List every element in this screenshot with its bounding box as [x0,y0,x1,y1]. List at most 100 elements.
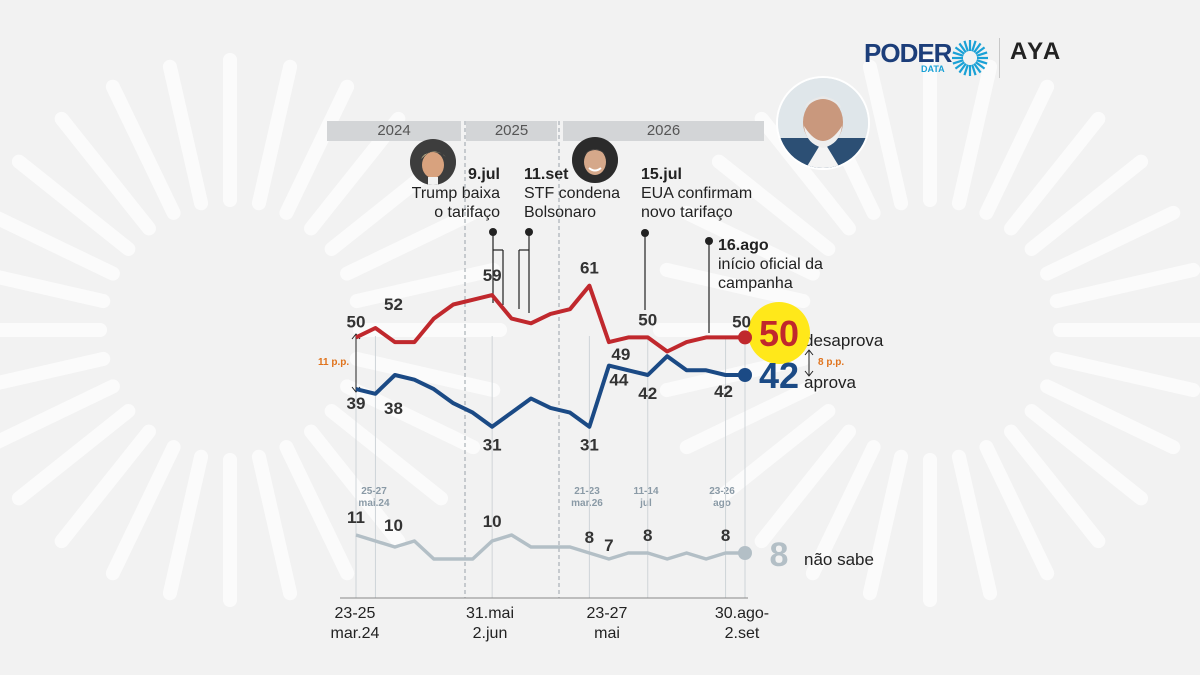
desaprova-highlight-circle [748,302,810,364]
x-label-mai26-l1: 23-27 [586,605,628,622]
x-label-mar24-l2: mar.24 [330,625,380,642]
background-ray [324,404,449,506]
series-end-dot-aprova [738,368,752,382]
sun-ray [963,40,969,52]
background-ray [1049,351,1200,398]
point-label-nao-sabe: 8 [721,526,730,545]
x-label-mai26-l2: mai [594,625,620,642]
point-label-desaprova: 61 [580,259,599,278]
end-label-aprova: aprova [804,373,856,392]
gap-label-start: 11 p.p. [318,357,350,368]
end-label-desaprova: desaprova [804,331,884,350]
survey-label-mai24-l2: mai.24 [358,498,390,509]
x-label-set-l2: 2.set [724,625,760,642]
point-label-aprova: 42 [714,382,733,401]
point-label-aprova: 42 [638,384,657,403]
sun-ray [958,63,967,74]
event-trump-date: 9.jul [467,166,500,183]
series-line-nao-sabe [355,533,745,561]
background-ray [659,262,811,309]
year-bar-2024: 2024 [327,121,461,141]
background-ray [0,351,111,390]
series-line-aprova [355,354,745,429]
point-label-aprova: 31 [483,436,502,455]
x-label-set: 30.ago- 2.set [704,604,780,644]
background-ray [1004,424,1106,549]
event-dot [705,237,713,245]
sun-ray [954,61,965,70]
event-dot [489,228,497,236]
sun-ray [963,64,969,76]
background-ray [0,270,111,309]
gap-arrowhead [804,370,814,377]
background-ray [862,59,909,211]
survey-label-ago: 23-26 ago [702,486,742,510]
background-ray [711,404,836,506]
poder-logo-text: PODER [864,38,952,68]
gap-label-end: 8 p.p. [818,357,845,368]
event-eua-date: 15.jul [641,166,682,183]
background-ray [304,424,406,549]
background-ray [1024,404,1149,506]
event-campanha-line1: início oficial da [718,256,823,273]
poder-logo: PODER [864,38,952,69]
x-label-mar24: 23-25 mar.24 [320,604,390,644]
sun-ray [954,46,965,55]
x-label-mar24-l1: 23-25 [334,605,376,622]
background-ray [349,262,501,309]
background-ray [711,154,836,256]
background-ray [54,424,156,549]
poder-sun-icon [952,40,988,76]
event-dot [641,229,649,237]
survey-label-ago-l1: 23-26 [709,486,735,497]
background-ray [1024,154,1149,256]
background-ray [0,211,120,281]
background-ray [979,79,1055,220]
background-ray [979,440,1055,581]
sun-ray [971,40,977,52]
survey-label-jul-l2: jul [640,498,652,509]
sun-ray [973,63,982,74]
end-value-desaprova: 50 [759,313,799,354]
sun-ray [958,42,967,53]
sun-ray [976,59,988,65]
end-value-aprova: 42 [759,355,799,396]
event-campanha-line2: campanha [718,275,793,292]
point-label-nao-sabe: 10 [483,512,502,531]
point-label-nao-sabe: 11 [347,508,365,527]
event-campanha: 16.ago início oficial da campanha [718,236,823,293]
background-ray [162,59,209,211]
point-label-nao-sabe: 10 [384,516,403,535]
background-ray [54,111,156,236]
x-label-set-l1: 30.ago- [714,605,770,622]
point-label-desaprova: 49 [611,345,630,364]
survey-label-jul-l1: 11-14 [633,486,659,497]
background-ray [105,440,181,581]
x-label-jun-l2: 2.jun [472,625,508,642]
event-eua-tarifaco: 15.jul EUA confirmam novo tarifaço [641,165,752,222]
background-ray [162,449,209,601]
background-ray [340,379,481,455]
background-ray [951,59,998,211]
survey-label-mai24-l1: 25-27 [361,486,387,497]
survey-label-mai24: 25-27 mai.24 [354,486,394,510]
background-ray [679,205,820,281]
background-ray [279,440,355,581]
background-ray [679,379,820,455]
event-stf-line1: STF condena [524,185,621,202]
series-end-dot-desaprova [738,330,752,345]
event-stf-bolsonaro: 11.set STF condena Bolsonaro [524,165,620,222]
background-ray [754,111,856,236]
background-ray [1040,205,1181,281]
background-ray [349,351,501,398]
logo-divider [999,38,1000,78]
aya-logo: AYA [1010,38,1063,65]
year-bar-2026: 2026 [563,121,764,141]
gap-arrowhead [804,349,814,356]
year-bar-2025: 2025 [466,121,557,141]
background-ray [340,205,481,281]
background-ray [0,379,120,449]
background-ray [754,424,856,549]
